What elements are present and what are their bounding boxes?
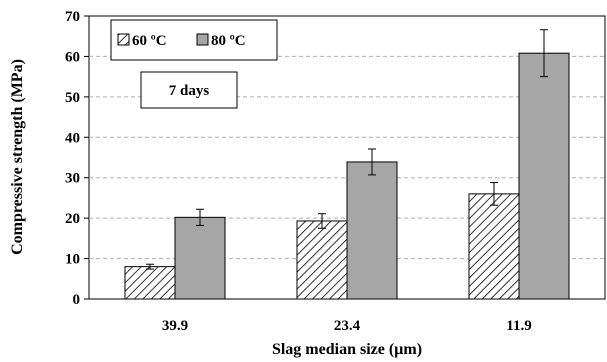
legend-swatch-60c [117, 33, 130, 46]
y-tick-label: 20 [65, 211, 80, 227]
annotation-text: 7 days [169, 83, 210, 99]
y-tick-label: 50 [65, 90, 80, 106]
y-tick-label: 70 [65, 9, 80, 25]
bar-60c [296, 220, 348, 300]
y-axis-title: Compressive strength (MPa) [9, 59, 26, 255]
bar-60c [124, 266, 176, 300]
x-tick-label: 39.9 [162, 318, 188, 334]
annotation: 7 days [140, 71, 238, 109]
bar-80c [346, 161, 398, 300]
bar-80c [174, 216, 226, 300]
y-tick-label: 10 [65, 252, 80, 268]
y-tick-label: 60 [65, 49, 80, 65]
y-tick-label: 40 [65, 130, 80, 146]
x-tick-label: 23.4 [334, 318, 361, 334]
y-tick-label: 0 [73, 292, 81, 308]
y-tick-label: 30 [65, 171, 80, 187]
annotation-box [140, 71, 238, 109]
legend-label-80c: 80 ºC [211, 33, 246, 49]
legend-label-60c: 60 ºC [132, 33, 167, 49]
legend-box [110, 19, 278, 61]
x-tick-label: 11.9 [506, 318, 531, 334]
x-axis-ticks: 39.9 23.4 11.9 [162, 318, 532, 334]
x-axis-title: Slag median size (µm) [272, 341, 422, 358]
bars [124, 29, 570, 300]
bar-80c [518, 52, 570, 300]
legend: 60 ºC 80 ºC [110, 19, 278, 61]
bar-60c [468, 193, 520, 300]
y-axis-ticks: 0 10 20 30 40 50 60 70 [65, 9, 89, 308]
legend-swatch-80c [196, 33, 209, 46]
